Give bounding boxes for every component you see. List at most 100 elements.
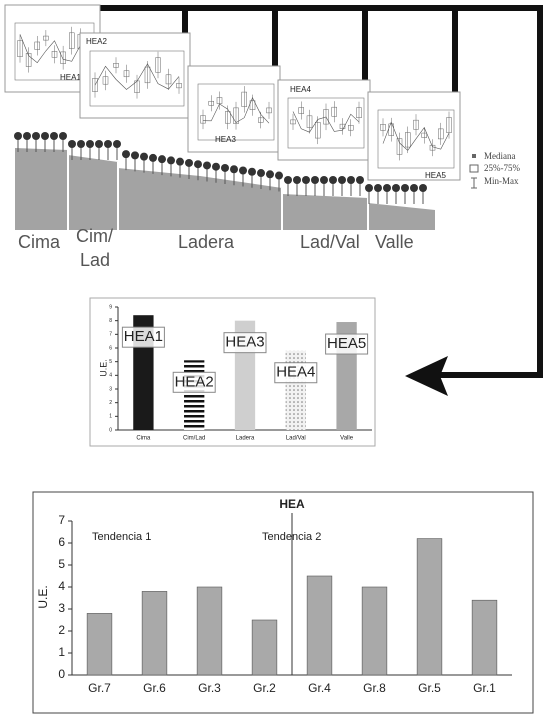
x-tick-label: Gr.7	[88, 681, 111, 695]
bar-label: HEA2	[175, 373, 214, 390]
tree-crown	[14, 132, 22, 140]
tree-crown	[338, 176, 346, 184]
bar	[184, 360, 204, 430]
tree-crown	[356, 176, 364, 184]
x-tick-label: Gr.1	[473, 681, 496, 695]
x-tick-label: Cima	[136, 436, 151, 442]
panel	[368, 92, 460, 180]
x-tick-label: Lad/Val	[286, 436, 306, 442]
annotation: Tendencia 1	[92, 531, 151, 543]
panel-label: HEA2	[86, 37, 107, 46]
y-tick-label: 5	[58, 557, 65, 571]
tree-crown	[203, 161, 211, 169]
zone-label: Valle	[375, 232, 414, 252]
tree-crown	[329, 176, 337, 184]
bar	[252, 620, 277, 675]
zone-label: Ladera	[178, 232, 235, 252]
panel-label: HEA1	[60, 73, 81, 82]
tree-crown	[59, 132, 67, 140]
bar-label: HEA4	[276, 364, 315, 381]
annotation: Tendencia 2	[262, 531, 321, 543]
tree-crown	[68, 140, 76, 148]
tree-crown	[194, 160, 202, 168]
y-tick-label: 8	[109, 318, 112, 324]
bar	[362, 587, 387, 675]
y-tick-label: 4	[58, 579, 65, 593]
tree-crown	[275, 172, 283, 180]
y-tick-label: 7	[109, 332, 112, 338]
zone-label: Cima	[18, 232, 61, 252]
tree-crown	[122, 150, 130, 158]
y-tick-label: 1	[58, 645, 65, 659]
bar	[142, 591, 167, 675]
tree-crown	[293, 176, 301, 184]
tree-crown	[131, 151, 139, 159]
tree-crown	[50, 132, 58, 140]
x-tick-label: Gr.4	[308, 681, 331, 695]
tree-crown	[392, 184, 400, 192]
tree-crown	[86, 140, 94, 148]
x-tick-label: Gr.6	[143, 681, 166, 695]
tree-crown	[176, 158, 184, 166]
tree-crown	[113, 140, 121, 148]
y-tick-label: 0	[109, 427, 112, 433]
tree-crown	[221, 164, 229, 172]
tree-crown	[419, 184, 427, 192]
x-tick-label: Cim/Lad	[183, 436, 205, 442]
bar-label: HEA1	[124, 328, 163, 345]
y-tick-label: 3	[58, 601, 65, 615]
y-tick-label: 2	[58, 623, 65, 637]
x-tick-label: Gr.5	[418, 681, 441, 695]
tree-crown	[32, 132, 40, 140]
tree-crown	[158, 155, 166, 163]
tree-crown	[302, 176, 310, 184]
tree-crown	[248, 168, 256, 176]
y-tick-label: 1	[109, 414, 112, 420]
tree-crown	[311, 176, 319, 184]
tree-crown	[104, 140, 112, 148]
bar-label: HEA3	[225, 334, 264, 351]
legend-label: 25%-75%	[484, 163, 520, 173]
tree-crown	[374, 184, 382, 192]
tree-crown	[410, 184, 418, 192]
panel-label: HEA4	[290, 85, 311, 94]
y-tick-label: 5	[109, 359, 112, 365]
y-axis-label: U.E.	[98, 359, 108, 377]
chart-frame	[90, 298, 375, 446]
x-tick-label: Gr.8	[363, 681, 386, 695]
tree-crown	[266, 170, 274, 178]
y-tick-label: 0	[58, 667, 65, 681]
bar	[197, 587, 222, 675]
legend: Mediana 25%-75% Min-Max	[470, 151, 520, 188]
bar-label: HEA5	[327, 335, 366, 352]
legend-label: Mediana	[484, 151, 516, 161]
tree-crown	[41, 132, 49, 140]
x-tick-label: Ladera	[236, 436, 255, 442]
x-tick-label: Gr.3	[198, 681, 221, 695]
tree-crown	[230, 165, 238, 173]
tree-crown	[257, 169, 265, 177]
tree-crown	[239, 167, 247, 175]
bar	[472, 600, 497, 675]
zone-label: Cim/	[76, 226, 113, 246]
legend-label: Min-Max	[484, 176, 519, 186]
tree-crown	[167, 156, 175, 164]
x-tick-label: Gr.2	[253, 681, 276, 695]
tree-crown	[95, 140, 103, 148]
tree-crown	[149, 154, 157, 162]
zone-label: Lad/Val	[300, 232, 360, 252]
tree-crown	[347, 176, 355, 184]
y-tick-label: 6	[58, 535, 65, 549]
y-tick-label: 7	[58, 513, 65, 527]
tree-crown	[23, 132, 31, 140]
y-tick-label: 3	[109, 386, 112, 392]
tree-crown	[185, 159, 193, 167]
tree-crown	[365, 184, 373, 192]
figure: HEA1HEA2HEA3HEA4HEA5 Cima Cim/ Lad Lader…	[0, 0, 544, 718]
chart-title: HEA	[279, 497, 305, 511]
y-axis-label: U.E.	[36, 585, 50, 608]
bar	[307, 576, 332, 675]
tree-crown	[77, 140, 85, 148]
y-tick-label: 6	[109, 345, 112, 351]
tree-crown	[383, 184, 391, 192]
